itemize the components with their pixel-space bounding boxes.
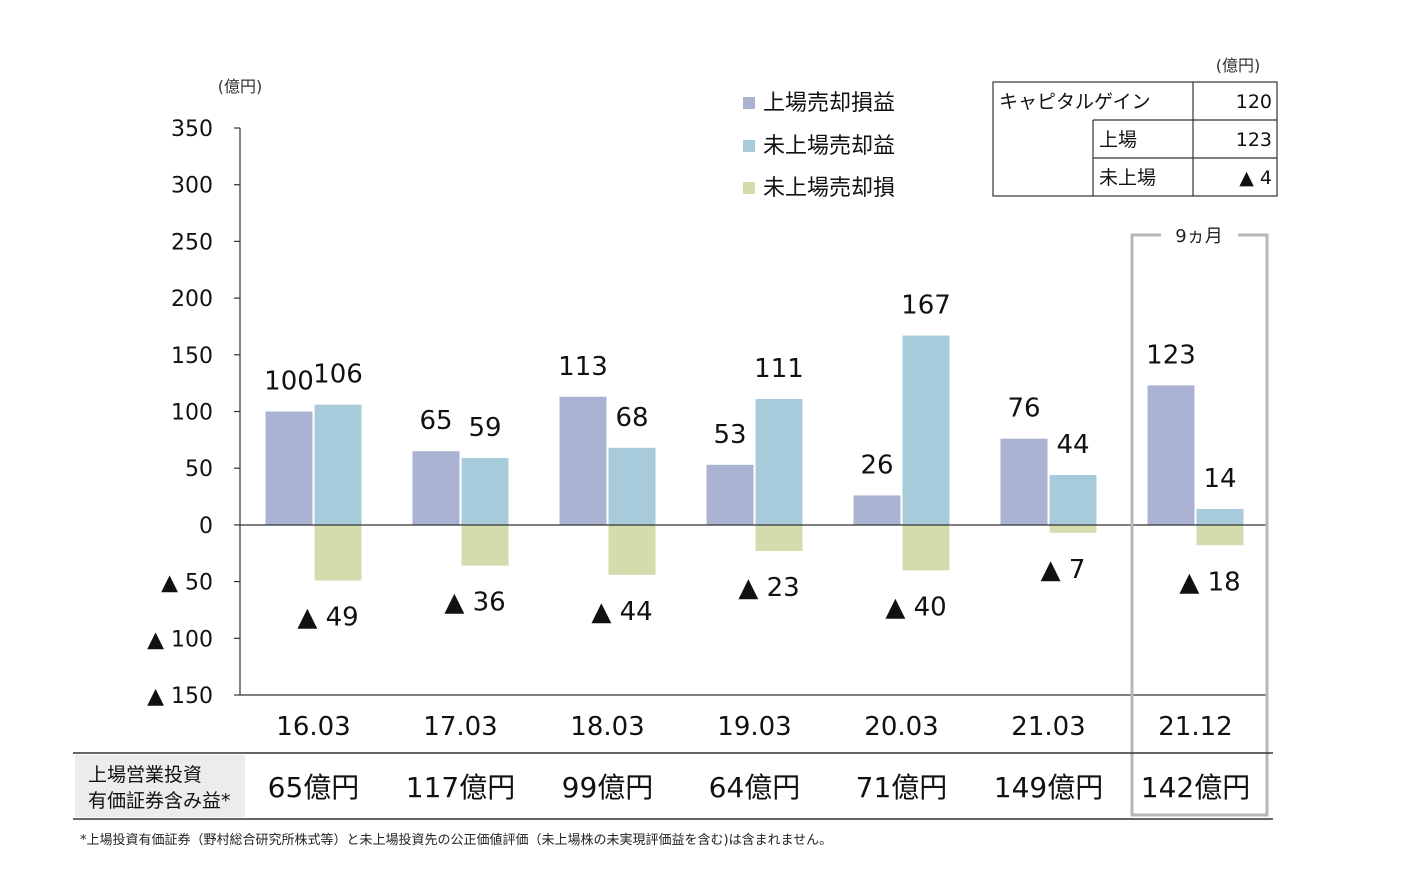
data-label-listed: 26 <box>860 450 893 480</box>
unrealized-gain-header-cell <box>75 755 245 817</box>
data-label-unlisted-loss: ▲ 18 <box>1179 567 1240 597</box>
data-label-unlisted-gain: 111 <box>754 354 804 384</box>
data-label-listed: 100 <box>264 367 314 397</box>
unrealized-gain-value: 117億円 <box>406 771 515 804</box>
y-tick-label: 150 <box>171 344 213 369</box>
summary-row-capital-gain-label: キャピタルゲイン <box>999 91 1151 113</box>
y-tick-label: ▲ 150 <box>147 684 213 709</box>
data-label-unlisted-gain: 68 <box>615 403 648 433</box>
data-label-unlisted-loss: ▲ 40 <box>885 592 946 622</box>
bar-unlisted-gain-21.03 <box>1049 475 1097 525</box>
x-tick-label: 18.03 <box>570 712 644 742</box>
bar-unlisted-loss-16.03 <box>314 524 362 581</box>
data-label-listed: 65 <box>419 406 452 436</box>
data-label-unlisted-gain: 44 <box>1056 430 1089 460</box>
bar-listed-18.03 <box>559 396 607 525</box>
unrealized-gain-value: 65億円 <box>268 771 360 804</box>
data-label-unlisted-gain: 167 <box>901 291 951 321</box>
y-tick-label: ▲ 50 <box>161 571 213 596</box>
bar-unlisted-gain-21.12 <box>1196 509 1244 525</box>
legend-swatch-unlisted-loss <box>743 182 755 194</box>
bar-unlisted-gain-20.03 <box>902 335 950 525</box>
y-tick-label: 200 <box>171 287 213 312</box>
legend-swatch-unlisted-gain <box>743 140 755 152</box>
x-tick-label: 21.12 <box>1158 712 1232 742</box>
summary-row-listed-label: 上場 <box>1099 129 1137 151</box>
summary-table-unit: (億円) <box>1216 56 1261 75</box>
bar-listed-16.03 <box>265 411 313 525</box>
unrealized-gain-value: 142億円 <box>1141 771 1250 804</box>
bar-listed-17.03 <box>412 451 460 525</box>
summary-row-unlisted-value: ▲ 4 <box>1239 167 1272 189</box>
y-unit-label: (億円) <box>218 77 263 96</box>
bar-unlisted-loss-18.03 <box>608 524 656 575</box>
bar-unlisted-gain-16.03 <box>314 404 362 525</box>
x-tick-label: 17.03 <box>423 712 497 742</box>
x-tick-label: 16.03 <box>276 712 350 742</box>
summary-table: (億円) キャピタルゲイン 120 上場 123 未上場 ▲ 4 <box>992 56 1278 197</box>
summary-row-listed-value: 123 <box>1236 129 1272 151</box>
bar-unlisted-gain-18.03 <box>608 447 656 525</box>
nine-month-label: 9ヵ月 <box>1175 226 1222 247</box>
data-label-unlisted-gain: 106 <box>313 360 363 390</box>
data-label-listed: 76 <box>1007 394 1040 424</box>
nine-month-highlight: 9ヵ月 <box>1130 226 1269 817</box>
y-tick-label: 100 <box>171 401 213 426</box>
footnote: *上場投資有価証券（野村総合研究所株式等）と未上場投資先の公正価値評価（未上場株… <box>80 832 832 848</box>
data-label-listed: 53 <box>713 420 746 450</box>
summary-row-capital-gain-value: 120 <box>1236 91 1272 113</box>
data-label-unlisted-loss: ▲ 23 <box>738 573 799 603</box>
data-label-unlisted-gain: 14 <box>1203 464 1236 494</box>
y-tick-label: 350 <box>171 117 213 142</box>
summary-row-unlisted-label: 未上場 <box>1099 167 1156 189</box>
bar-unlisted-loss-20.03 <box>902 524 950 571</box>
unrealized-gain-value: 99億円 <box>562 771 654 804</box>
legend-label-unlisted-gain: 未上場売却益 <box>763 134 895 159</box>
bar-unlisted-gain-19.03 <box>755 399 803 525</box>
bars <box>265 335 1244 581</box>
bar-listed-21.12 <box>1147 385 1195 525</box>
unrealized-gain-value: 64億円 <box>709 771 801 804</box>
unrealized-gain-value: 71億円 <box>856 771 948 804</box>
y-tick-label: 250 <box>171 230 213 255</box>
bar-unlisted-loss-21.03 <box>1049 524 1097 533</box>
y-axis: 350 300 250 200 150 100 50 0 ▲ 50 ▲ 100 ▲ 150 <box>147 117 240 709</box>
x-tick-label: 19.03 <box>717 712 791 742</box>
unrealized-gain-row: 上場営業投資 有価証券含み益* 65億円 117億円 99億円 64億円 71億円 149… <box>73 752 1273 820</box>
unrealized-gain-value: 149億円 <box>994 771 1103 804</box>
legend-label-unlisted-loss: 未上場売却損 <box>763 176 895 201</box>
bar-listed-19.03 <box>706 464 754 525</box>
x-axis: 16.03 17.03 18.03 19.03 20.03 21.03 21.12 <box>276 712 1232 742</box>
data-label-listed: 113 <box>558 352 608 382</box>
data-label-unlisted-loss: ▲ 44 <box>591 597 652 627</box>
bar-unlisted-loss-19.03 <box>755 524 803 551</box>
bar-unlisted-loss-17.03 <box>461 524 509 566</box>
y-tick-label: 300 <box>171 174 213 199</box>
data-label-unlisted-gain: 59 <box>468 413 501 443</box>
x-tick-label: 21.03 <box>1011 712 1085 742</box>
y-tick-label: ▲ 100 <box>147 627 213 652</box>
y-tick-label: 50 <box>185 457 213 482</box>
data-label-unlisted-loss: ▲ 36 <box>444 588 505 618</box>
bar-unlisted-loss-21.12 <box>1196 524 1244 546</box>
unrealized-gain-values: 65億円 117億円 99億円 64億円 71億円 149億円 142億円 <box>268 771 1251 804</box>
data-label-unlisted-loss: ▲ 7 <box>1041 555 1086 585</box>
legend-swatch-listed <box>743 97 755 109</box>
bar-unlisted-gain-17.03 <box>461 457 509 525</box>
data-label-listed: 123 <box>1146 340 1196 370</box>
unrealized-gain-header-line1: 上場営業投資 <box>88 764 202 786</box>
legend: 上場売却損益 未上場売却益 未上場売却損 <box>743 91 895 201</box>
y-tick-label: 0 <box>199 514 213 539</box>
bar-listed-21.03 <box>1000 438 1048 525</box>
x-tick-label: 20.03 <box>864 712 938 742</box>
bar-listed-20.03 <box>853 495 901 525</box>
unrealized-gain-header-line2: 有価証券含み益* <box>88 790 231 812</box>
legend-label-listed: 上場売却損益 <box>763 91 895 116</box>
data-label-unlisted-loss: ▲ 49 <box>297 602 358 632</box>
